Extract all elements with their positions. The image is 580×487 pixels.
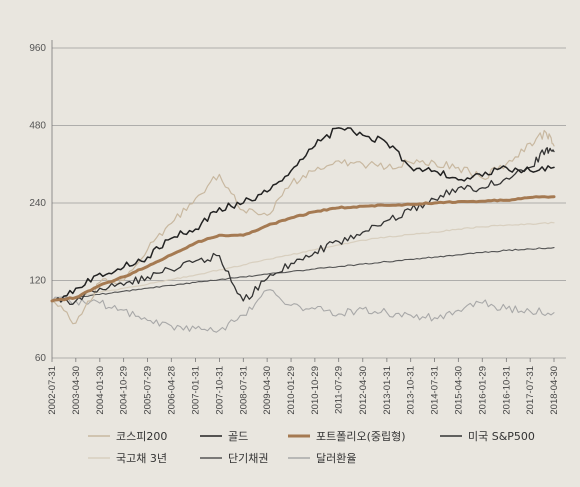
x-tick-label: 2014-07-31 xyxy=(430,366,441,415)
y-tick-label: 240 xyxy=(29,198,46,209)
x-tick-label: 2003-04-30 xyxy=(71,366,82,415)
x-tick-label: 2012-04-30 xyxy=(358,366,369,415)
x-tick-label: 2015-04-30 xyxy=(453,366,464,415)
x-tick-label: 2008-07-31 xyxy=(238,366,249,415)
x-tick-label: 2007-10-31 xyxy=(214,366,225,415)
legend-label: 포트폴리오(중립형) xyxy=(316,430,406,443)
legend-label: 단기채권 xyxy=(228,452,268,465)
x-tick-label: 2005-07-29 xyxy=(142,366,153,415)
series-line xyxy=(51,221,555,302)
legend-label: 코스피200 xyxy=(116,430,167,443)
series-line xyxy=(51,129,555,325)
x-tick-label: 2011-07-29 xyxy=(334,366,345,414)
x-tick-label: 2010-10-29 xyxy=(310,366,321,415)
x-tick-label: 2002-07-31 xyxy=(47,366,58,415)
legend-label: 미국 S&P500 xyxy=(468,430,535,443)
x-tick-label: 2004-10-29 xyxy=(119,366,130,415)
x-tick-label: 2017-07-31 xyxy=(525,366,536,415)
y-tick-label: 120 xyxy=(29,276,46,287)
x-tick-label: 2016-10-31 xyxy=(501,366,512,415)
legend-label: 국고채 3년 xyxy=(116,452,167,465)
legend-label: 달러환율 xyxy=(316,452,356,465)
x-tick-label: 2018-04-30 xyxy=(549,366,560,415)
series-line xyxy=(51,147,555,306)
y-tick-label: 60 xyxy=(35,353,47,364)
series-line xyxy=(50,195,556,303)
x-tick-label: 2013-01-31 xyxy=(382,366,393,415)
x-tick-label: 2007-01-31 xyxy=(191,366,202,415)
series-line xyxy=(51,289,555,333)
legend-label: 골드 xyxy=(228,430,248,443)
x-tick-label: 2016-01-29 xyxy=(477,366,488,415)
y-tick-label: 960 xyxy=(29,43,46,54)
y-tick-label: 480 xyxy=(29,121,46,132)
x-tick-label: 2006-04-28 xyxy=(166,366,177,415)
series-line xyxy=(51,247,555,302)
x-tick-label: 2013-10-31 xyxy=(406,366,417,415)
x-tick-label: 2010-01-29 xyxy=(286,366,297,415)
x-tick-label: 2004-01-30 xyxy=(95,366,106,415)
x-tick-label: 2009-04-30 xyxy=(262,366,273,415)
series-line xyxy=(51,127,555,302)
